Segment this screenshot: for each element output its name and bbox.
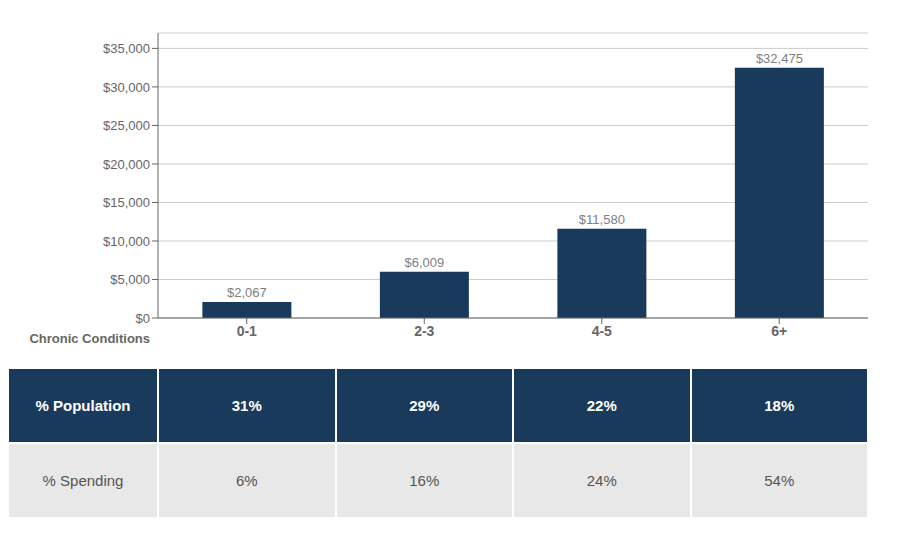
svg-text:$32,475: $32,475 bbox=[756, 51, 803, 66]
html-text:24%: 24% bbox=[586, 472, 617, 489]
svg-text:2-3: 2-3 bbox=[414, 323, 434, 339]
svg-text:$10,000: $10,000 bbox=[103, 234, 150, 249]
svg-text:$5,000: $5,000 bbox=[110, 272, 150, 287]
svg-text:6+: 6+ bbox=[771, 323, 787, 339]
svg-text:$6,009: $6,009 bbox=[404, 255, 444, 270]
svg-text:Chronic Conditions: Chronic Conditions bbox=[29, 331, 150, 346]
svg-text:$20,000: $20,000 bbox=[103, 157, 150, 172]
html-text:29%: 29% bbox=[409, 397, 440, 414]
html-text:6%: 6% bbox=[235, 472, 258, 489]
html-text:% Spending: % Spending bbox=[42, 472, 124, 489]
svg-text:$35,000: $35,000 bbox=[103, 41, 150, 56]
svg-text:$25,000: $25,000 bbox=[103, 118, 150, 133]
svg-text:0-1: 0-1 bbox=[237, 323, 257, 339]
html-text:18%: 18% bbox=[764, 397, 795, 414]
svg-text:$15,000: $15,000 bbox=[103, 195, 150, 210]
html-text:16%: 16% bbox=[409, 472, 440, 489]
svg-text:$0: $0 bbox=[136, 311, 150, 326]
html-text:31%: 31% bbox=[231, 397, 262, 414]
html-text:% Population: % Population bbox=[35, 397, 131, 414]
svg-text:$11,580: $11,580 bbox=[579, 212, 625, 227]
svg-text:$30,000: $30,000 bbox=[103, 80, 150, 95]
svg-text:4-5: 4-5 bbox=[592, 323, 612, 339]
svg-text:$2,067: $2,067 bbox=[227, 285, 267, 300]
html-text:22%: 22% bbox=[586, 397, 617, 414]
html-text:54%: 54% bbox=[764, 472, 795, 489]
